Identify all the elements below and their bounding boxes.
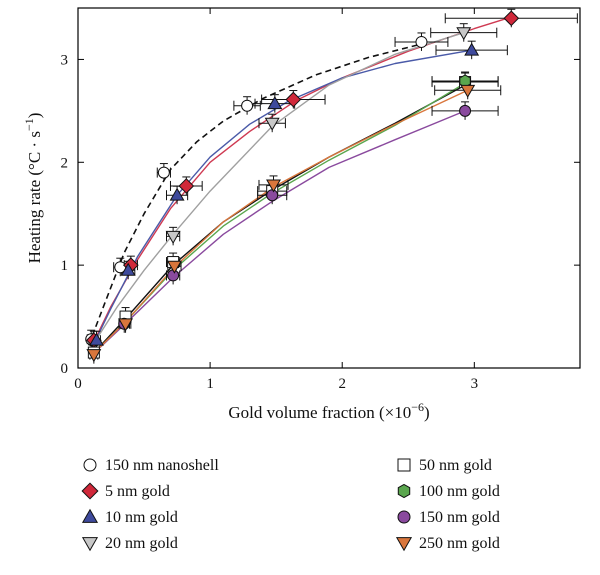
legend-label: 150 nm gold (419, 509, 500, 526)
fit-curve-10-nm-gold (90, 49, 472, 350)
fit-curve-250-nm-gold (90, 89, 468, 357)
data-point-20-nm-gold (264, 117, 280, 131)
data-point-10-nm-gold (464, 42, 480, 56)
data-point-150-nm-gold (459, 104, 472, 117)
fit-curve-20-nm-gold (90, 32, 464, 348)
y-tick-label: 2 (61, 155, 69, 171)
legend-item-100-nm-gold: 100 nm gold (397, 483, 500, 500)
legend-label: 50 nm gold (419, 457, 492, 474)
fit-curve-100-nm-gold (90, 82, 466, 357)
legend-marker-150-nm-nanoshell (83, 458, 97, 472)
y-axis-label: Heating rate (°C · s−1) (22, 113, 44, 264)
x-tick-label: 2 (338, 376, 346, 392)
legend-marker-50-nm-gold (397, 458, 411, 472)
data-point-250-nm-gold (460, 84, 476, 98)
y-tick-label: 3 (61, 52, 69, 68)
legend-item-5-nm-gold: 5 nm gold (81, 482, 170, 500)
data-point-20-nm-gold (456, 27, 472, 41)
legend-item-250-nm-gold: 250 nm gold (395, 535, 500, 552)
data-point-10-nm-gold (89, 332, 104, 346)
fit-curve-150-nm-gold (90, 110, 466, 357)
markers-layer (85, 10, 520, 363)
legend-marker-250-nm-gold (395, 537, 413, 552)
x-axis-label-exponent: −6 (411, 400, 424, 414)
data-point-150-nm-nanoshell (241, 99, 254, 112)
curves-layer (87, 15, 515, 357)
x-axis-label-prefix: Gold volume fraction (×10 (228, 403, 411, 422)
fit-curve-50-nm-gold (90, 84, 466, 357)
data-point-250-nm-gold (118, 318, 134, 332)
legend-label: 20 nm gold (105, 535, 178, 552)
x-tick-label: 0 (74, 376, 82, 392)
legend-marker-5-nm-gold (81, 482, 99, 500)
legend-item-50-nm-gold: 50 nm gold (397, 457, 492, 474)
legend-marker-150-nm-gold (397, 510, 411, 524)
legend-marker-20-nm-gold (81, 537, 99, 552)
data-point-150-nm-gold (167, 269, 180, 282)
data-point-250-nm-gold (86, 349, 102, 363)
legend-label: 5 nm gold (105, 483, 170, 500)
data-point-10-nm-gold (169, 187, 185, 201)
legend-label: 100 nm gold (419, 483, 500, 500)
data-point-10-nm-gold (267, 96, 283, 110)
y-tick-label: 0 (61, 361, 69, 377)
x-axis-label-suffix: ) (424, 403, 430, 422)
data-point-150-nm-nanoshell (157, 166, 170, 179)
y-axis-label-exponent: −1 (22, 118, 36, 131)
legend-item-150-nm-gold: 150 nm gold (397, 509, 500, 526)
x-axis-label: Gold volume fraction (×10−6) (228, 400, 429, 422)
data-point-20-nm-gold (165, 230, 181, 244)
legend: 150 nm nanoshell 5 nm gold 10 nm gold 20 nm… (81, 457, 500, 552)
legend-label: 250 nm gold (419, 535, 500, 552)
data-point-250-nm-gold (266, 179, 281, 193)
legend-marker-100-nm-gold (397, 483, 411, 499)
ticks-layer: 0 1 2 3 0 1 2 3 (61, 8, 580, 392)
data-point-250-nm-gold (166, 260, 182, 274)
legend-marker-10-nm-gold (81, 508, 99, 523)
legend-item-20-nm-gold: 20 nm gold (81, 535, 178, 552)
legend-label: 10 nm gold (105, 509, 178, 526)
fit-curve-5-nm-gold (90, 15, 515, 348)
data-point-5-nm-gold (503, 10, 520, 27)
y-axis-label-suffix: ) (25, 113, 44, 119)
data-point-150-nm-nanoshell (415, 35, 428, 48)
y-axis-label-main: Heating rate (°C · s (25, 131, 44, 263)
x-tick-label: 3 (471, 376, 479, 392)
legend-label: 150 nm nanoshell (105, 457, 219, 474)
data-point-5-nm-gold (178, 178, 195, 194)
data-point-10-nm-gold (120, 262, 136, 276)
data-point-5-nm-gold (285, 91, 302, 108)
data-point-150-nm-gold (266, 189, 279, 202)
legend-item-150-nm-nanoshell: 150 nm nanoshell (83, 457, 219, 474)
x-tick-label: 1 (206, 376, 214, 392)
legend-item-10-nm-gold: 10 nm gold (81, 508, 178, 526)
y-tick-label: 1 (61, 258, 69, 274)
fit-curve-150-nm-nanoshell (87, 43, 422, 346)
plot-frame (77, 7, 581, 369)
